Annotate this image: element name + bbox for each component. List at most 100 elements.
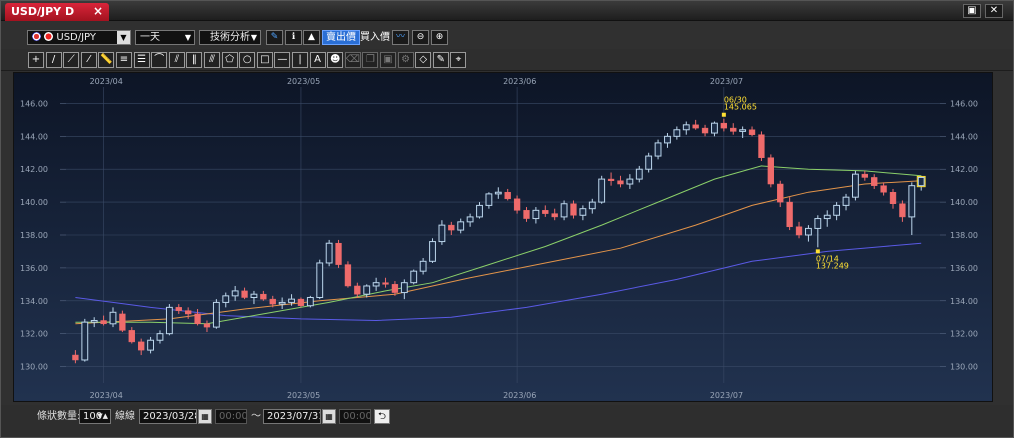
x-axis-label-top: 2023/05 (287, 77, 320, 86)
ray-tool[interactable]: ⟋ (63, 52, 80, 68)
candle-body-up (664, 135, 671, 144)
candlestick-chart[interactable]: 130.00 130.00 132.00 132.00 134.00 134.00 136.… (14, 73, 994, 403)
candle (222, 292, 230, 308)
fibonacci-tool[interactable]: ☰ (133, 52, 150, 68)
bid-price-toggle[interactable]: 賣出價 (322, 30, 360, 45)
candle (278, 297, 286, 309)
parallel-lines-tool[interactable]: ≡ (116, 52, 132, 68)
y-axis-label-right: 138.00 (950, 231, 978, 240)
horizontal-line-tool[interactable]: — (274, 52, 291, 68)
candle-body-down (701, 127, 709, 134)
pen-icon[interactable]: ✎ (266, 30, 283, 45)
candle-body-down (344, 264, 352, 287)
info-icon[interactable]: ℹ (285, 30, 302, 45)
candle (429, 238, 436, 263)
start-time-field[interactable]: 00:00 (215, 409, 247, 424)
text-tool[interactable]: A (309, 52, 326, 68)
candle-body-down (128, 330, 135, 343)
polygon-tool[interactable]: ⬠ (221, 52, 238, 68)
x-axis-label-bottom: 2023/06 (503, 391, 536, 400)
paste-tool[interactable]: ▣ (380, 52, 396, 68)
refresh-icon[interactable]: ⮌ (374, 409, 390, 424)
eraser-tool[interactable]: ◇ (415, 52, 432, 68)
y-axis-label-left: 132.00 (20, 330, 48, 339)
candle (448, 221, 455, 235)
end-time-field[interactable]: 00:00 (339, 409, 371, 424)
candle (720, 118, 728, 132)
candle (645, 152, 653, 173)
candle (250, 290, 258, 305)
candle-body-up (466, 216, 474, 223)
calendar-icon[interactable]: ▦ (198, 409, 212, 424)
ask-price-toggle[interactable]: 買入價 (360, 32, 390, 43)
y-axis-label-right: 134.00 (950, 297, 978, 306)
calendar-icon[interactable]: ▦ (322, 409, 336, 424)
y-axis-label-right: 136.00 (950, 264, 978, 273)
tab-close-icon[interactable]: × (92, 4, 103, 18)
candle (288, 294, 295, 306)
icon-tool[interactable]: ☻ (327, 52, 344, 68)
title-bar: USD/JPY D × ▣ ✕ (1, 1, 1013, 21)
zoom-in-icon[interactable]: ⊕ (431, 30, 448, 45)
start-date-field[interactable]: 2023/03/28 (139, 409, 197, 424)
zoom-out-icon[interactable]: ⊖ (412, 30, 429, 45)
settings-tool[interactable]: ⚙ (397, 52, 414, 68)
chevron-down-icon: ▼▲ (97, 412, 108, 420)
vertical-lines-tool[interactable]: ‖ (186, 52, 203, 68)
chart-tab[interactable]: USD/JPY D × (5, 3, 109, 21)
low-annotation-date: 07/14 (816, 254, 839, 263)
candle-body-down (730, 127, 737, 132)
restore-window-button[interactable]: ▣ (963, 4, 981, 18)
candle-body-down (570, 203, 577, 216)
chart-area[interactable]: 130.00 130.00 132.00 132.00 134.00 134.00 136.… (13, 72, 993, 402)
close-window-button[interactable]: ✕ (985, 4, 1003, 18)
line-tool[interactable]: / (45, 52, 62, 68)
candle (739, 126, 747, 138)
indicator-icon[interactable]: 〰 (392, 30, 409, 45)
channel-tool[interactable]: ⫻ (204, 52, 220, 68)
candle (138, 338, 145, 356)
candle-body-up (908, 185, 916, 218)
candle-body-up (147, 339, 154, 351)
candle-body-up (231, 290, 239, 297)
candle-body-up (635, 168, 643, 180)
ruler-tool[interactable]: 📏 (98, 52, 115, 68)
candle (786, 197, 793, 231)
candle-body-up (288, 298, 295, 303)
low-annotation-value: 137.249 (816, 261, 849, 270)
candle-body-up (494, 191, 502, 195)
candle-count-select[interactable]: 100 ▼▲ (79, 409, 111, 424)
line-label: 線線 (115, 411, 135, 422)
y-axis-label-left: 130.00 (20, 363, 48, 372)
candle (626, 174, 634, 189)
candle (730, 123, 737, 135)
candle-body-down (607, 178, 615, 181)
extended-line-tool[interactable]: ⁄ (80, 52, 97, 68)
copy-tool[interactable]: ❐ (362, 52, 379, 68)
crosshair-tool[interactable]: + (28, 52, 44, 68)
vertical-line-tool[interactable]: | (292, 52, 308, 68)
pitchfork-tool[interactable]: ⫽ (168, 52, 185, 68)
circle-tool[interactable]: ○ (239, 52, 256, 68)
delete-tool[interactable]: ⌫ (344, 52, 361, 68)
candle (532, 207, 540, 224)
symbol-select[interactable]: USD/JPY ▼ (27, 30, 131, 45)
magnet-tool[interactable]: ⌖ (450, 52, 467, 68)
candle (128, 327, 135, 344)
fib-fan-tool[interactable]: ⌒ (151, 52, 168, 68)
candle-body-up (560, 203, 568, 218)
rectangle-tool[interactable]: □ (256, 52, 273, 68)
period-select[interactable]: 一天 ▼ (135, 30, 195, 45)
high-annotation-value: 145.065 (724, 103, 757, 112)
end-date-field[interactable]: 2023/07/31 (263, 409, 321, 424)
mountain-chart-icon[interactable]: ▲ (303, 30, 320, 45)
technical-analysis-menu[interactable]: 技術分析 ▼ (199, 30, 261, 45)
edit-tool[interactable]: ✎ (432, 52, 449, 68)
y-axis-label-left: 140.00 (20, 198, 48, 207)
candle (391, 281, 399, 296)
y-axis-label-right: 144.00 (950, 132, 978, 141)
y-axis-label-left: 146.00 (20, 99, 48, 108)
candle (504, 188, 511, 201)
x-axis-label-top: 2023/06 (503, 77, 536, 86)
